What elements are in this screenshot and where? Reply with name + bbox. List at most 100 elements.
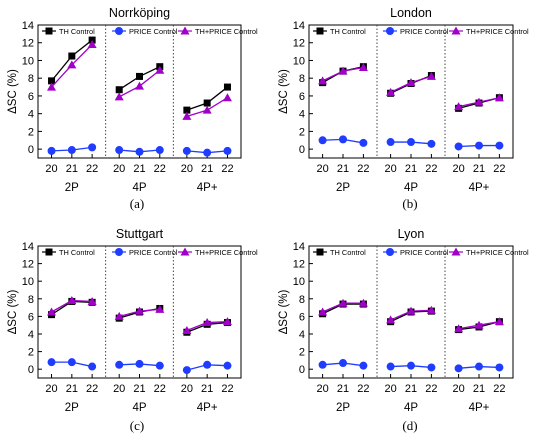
data-point — [87, 296, 97, 305]
data-point — [47, 307, 57, 316]
data-point — [359, 138, 368, 147]
group-label: 4P — [404, 182, 418, 194]
legend-marker — [180, 247, 190, 256]
series — [47, 296, 232, 334]
data-point — [475, 141, 483, 150]
y-tick-label: 12 — [293, 38, 305, 50]
legend-label: TH+PRICE Control — [466, 27, 529, 36]
y-tick-label: 2 — [299, 347, 305, 359]
data-point — [223, 146, 232, 155]
x-tick-label: 20 — [384, 383, 396, 395]
x-tick-label: 21 — [405, 163, 417, 175]
data-point — [203, 148, 212, 157]
data-point — [386, 138, 395, 147]
y-tick-label: 2 — [28, 126, 34, 138]
panel-caption: (c) — [130, 418, 144, 433]
data-point — [203, 360, 212, 369]
panel-caption: (b) — [402, 196, 417, 211]
legend-item: TH+PRICE Control — [178, 26, 258, 36]
data-point — [454, 324, 464, 333]
data-point — [155, 65, 165, 74]
legend-item: TH+PRICE Control — [449, 26, 529, 36]
x-tick-label: 21 — [337, 383, 349, 395]
data-point — [318, 76, 328, 85]
data-point — [67, 60, 77, 69]
data-point — [358, 63, 368, 72]
data-point — [495, 363, 504, 372]
data-point — [155, 361, 164, 370]
data-point — [182, 325, 192, 334]
y-tick-label: 4 — [28, 329, 34, 341]
x-tick-label: 20 — [181, 163, 193, 175]
data-point — [202, 105, 212, 114]
x-tick-label: 20 — [45, 163, 57, 175]
data-point — [359, 361, 368, 370]
y-tick-label: 6 — [299, 311, 305, 323]
y-tick-label: 14 — [22, 20, 34, 32]
y-tick-label: 4 — [28, 109, 34, 121]
y-tick-label: 8 — [28, 73, 34, 85]
y-tick-label: 14 — [293, 20, 305, 32]
chart-title: Lyon — [398, 227, 425, 241]
x-tick-label: 20 — [113, 383, 125, 395]
data-point — [114, 92, 124, 101]
data-point — [47, 82, 57, 91]
data-point — [222, 93, 232, 102]
data-point — [114, 311, 124, 320]
legend-label: TH Control — [330, 248, 366, 257]
y-tick-label: 8 — [299, 73, 305, 85]
data-point — [182, 366, 191, 375]
data-point — [338, 66, 348, 75]
x-tick-label: 21 — [66, 163, 78, 175]
data-point — [475, 362, 483, 371]
series — [318, 359, 504, 373]
y-tick-label: 8 — [299, 294, 305, 306]
data-point — [136, 72, 143, 80]
x-tick-label: 20 — [452, 163, 464, 175]
data-point — [222, 317, 232, 326]
y-tick-label: 0 — [299, 144, 305, 156]
y-tick-label: 10 — [22, 276, 34, 288]
y-tick-label: 10 — [22, 55, 34, 67]
data-point — [386, 315, 396, 324]
legend-item: PRICE Control — [383, 248, 449, 257]
data-point — [115, 86, 123, 94]
legend-item: TH+PRICE Control — [178, 247, 258, 257]
data-point — [155, 304, 165, 313]
y-tick-label: 0 — [299, 364, 305, 376]
chart-title: Norrköping — [109, 6, 170, 20]
group-label: 2P — [336, 182, 350, 194]
data-point — [386, 362, 395, 371]
x-tick-label: 22 — [154, 383, 166, 395]
data-point — [203, 99, 211, 107]
x-tick-label: 22 — [357, 383, 369, 395]
data-point — [454, 364, 463, 373]
y-tick-label: 6 — [28, 91, 34, 103]
series — [47, 143, 232, 157]
data-point — [339, 359, 347, 368]
data-point — [115, 360, 124, 369]
series — [318, 135, 504, 151]
y-tick-label: 12 — [22, 38, 34, 50]
chart-title: Stuttgart — [116, 227, 164, 241]
legend-item: TH+PRICE Control — [449, 247, 529, 257]
y-axis-label: ΔSC (%) — [7, 69, 19, 114]
chart-panel-4: Lyon 0 2 4 6 8 10 12 14 ΔSC (%) 20 21 22 2P 20 21 22 4P 20… — [278, 227, 529, 433]
panel-caption: (d) — [402, 418, 417, 433]
legend-marker — [386, 248, 394, 256]
legend-item: PRICE Control — [112, 27, 178, 36]
legend-marker — [451, 247, 461, 256]
chart-panel-3: Stuttgart 0 2 4 6 8 10 12 14 ΔSC (%) 20 21 22 2P 20 21 2… — [7, 227, 258, 433]
data-point — [318, 136, 327, 145]
data-point — [88, 362, 97, 371]
legend-marker — [45, 248, 53, 256]
data-point — [87, 40, 97, 49]
legend-label: TH Control — [59, 27, 95, 36]
legend-label: TH Control — [59, 248, 95, 257]
y-tick-label: 0 — [28, 144, 34, 156]
series — [318, 298, 504, 333]
data-point — [135, 306, 144, 315]
group-label: 2P — [336, 402, 350, 414]
group-label: 4P+ — [197, 182, 218, 194]
x-tick-label: 21 — [405, 383, 417, 395]
